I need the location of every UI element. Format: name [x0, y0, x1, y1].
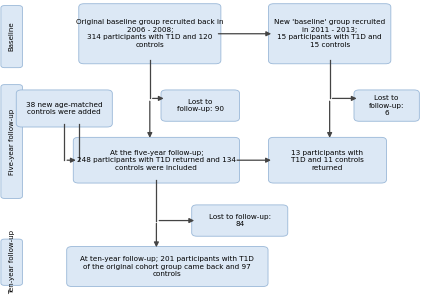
Text: At ten-year follow-up; 201 participants with T1D
of the original cohort group ca: At ten-year follow-up; 201 participants … [81, 256, 254, 277]
Text: Five-year follow-up: Five-year follow-up [9, 109, 15, 175]
Text: Ten-year follow-up: Ten-year follow-up [9, 230, 15, 294]
FancyBboxPatch shape [79, 4, 221, 64]
Text: At the five-year follow-up;
248 participants with T1D returned and 134
controls : At the five-year follow-up; 248 particip… [77, 150, 236, 171]
FancyBboxPatch shape [1, 6, 22, 68]
FancyBboxPatch shape [192, 205, 288, 236]
FancyBboxPatch shape [1, 239, 22, 285]
FancyBboxPatch shape [16, 90, 112, 127]
FancyBboxPatch shape [268, 4, 391, 64]
FancyBboxPatch shape [1, 85, 22, 198]
Text: 38 new age-matched
controls were added: 38 new age-matched controls were added [26, 102, 103, 115]
Text: Lost to
follow-up:
6: Lost to follow-up: 6 [369, 95, 404, 116]
FancyBboxPatch shape [268, 137, 386, 183]
Text: Lost to
follow-up: 90: Lost to follow-up: 90 [177, 99, 224, 112]
FancyBboxPatch shape [161, 90, 239, 121]
Text: Baseline: Baseline [9, 22, 15, 51]
FancyBboxPatch shape [73, 137, 239, 183]
Text: New 'baseline' group recruited
in 2011 - 2013;
15 participants with T1D and
15 c: New 'baseline' group recruited in 2011 -… [274, 20, 385, 48]
Text: 13 participants with
T1D and 11 controls
returned: 13 participants with T1D and 11 controls… [291, 150, 364, 171]
Text: Original baseline group recruited back in
2006 - 2008;
314 participants with T1D: Original baseline group recruited back i… [76, 20, 224, 48]
Text: Lost to follow-up:
84: Lost to follow-up: 84 [209, 214, 271, 227]
FancyBboxPatch shape [67, 247, 268, 286]
FancyBboxPatch shape [354, 90, 419, 121]
